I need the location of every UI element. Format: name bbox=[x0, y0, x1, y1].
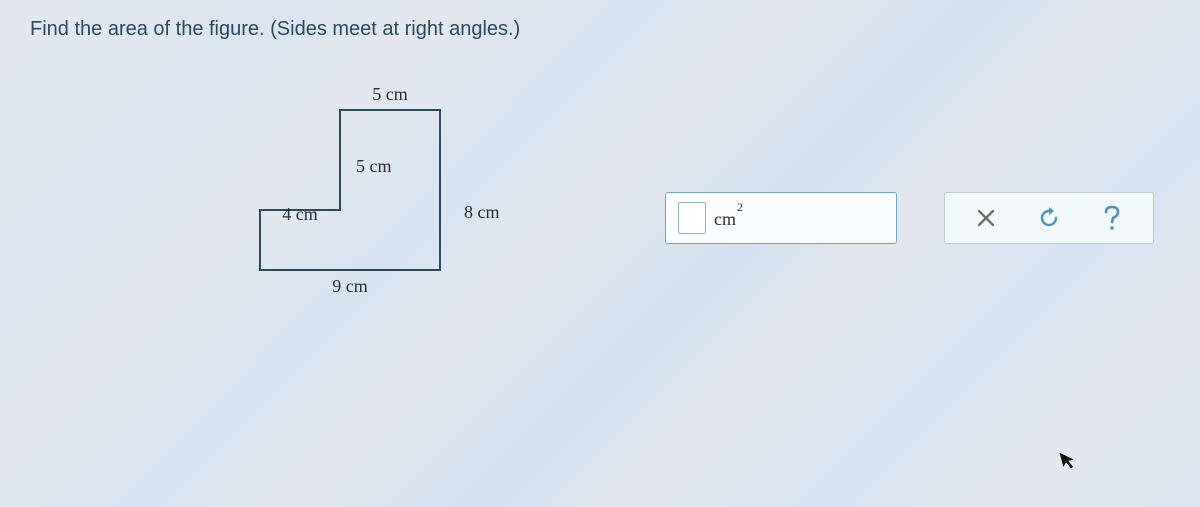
x-icon bbox=[975, 207, 997, 229]
figure-svg: 5 cm 8 cm 9 cm 4 cm 5 cm bbox=[210, 70, 560, 370]
label-left-upper: 4 cm bbox=[282, 204, 318, 224]
figure-container: 5 cm 8 cm 9 cm 4 cm 5 cm bbox=[210, 70, 560, 370]
label-inner-vertical: 5 cm bbox=[356, 156, 392, 176]
label-right: 8 cm bbox=[464, 202, 500, 222]
label-bottom: 9 cm bbox=[332, 276, 368, 296]
unit-base: cm bbox=[714, 209, 736, 229]
figure-outline bbox=[260, 110, 440, 270]
label-top: 5 cm bbox=[372, 84, 408, 104]
reset-button[interactable] bbox=[1027, 200, 1071, 236]
answer-input[interactable] bbox=[678, 202, 706, 234]
reset-icon bbox=[1037, 206, 1061, 230]
question-text: Find the area of the figure. (Sides meet… bbox=[30, 18, 520, 41]
answer-unit: cm2 bbox=[714, 207, 742, 230]
controls-panel bbox=[944, 192, 1154, 244]
cursor-icon bbox=[1057, 446, 1082, 478]
clear-button[interactable] bbox=[964, 200, 1008, 236]
unit-exponent: 2 bbox=[737, 200, 743, 214]
question-mark-icon bbox=[1101, 204, 1123, 232]
answer-box: cm2 bbox=[665, 192, 897, 244]
help-button[interactable] bbox=[1090, 200, 1134, 236]
